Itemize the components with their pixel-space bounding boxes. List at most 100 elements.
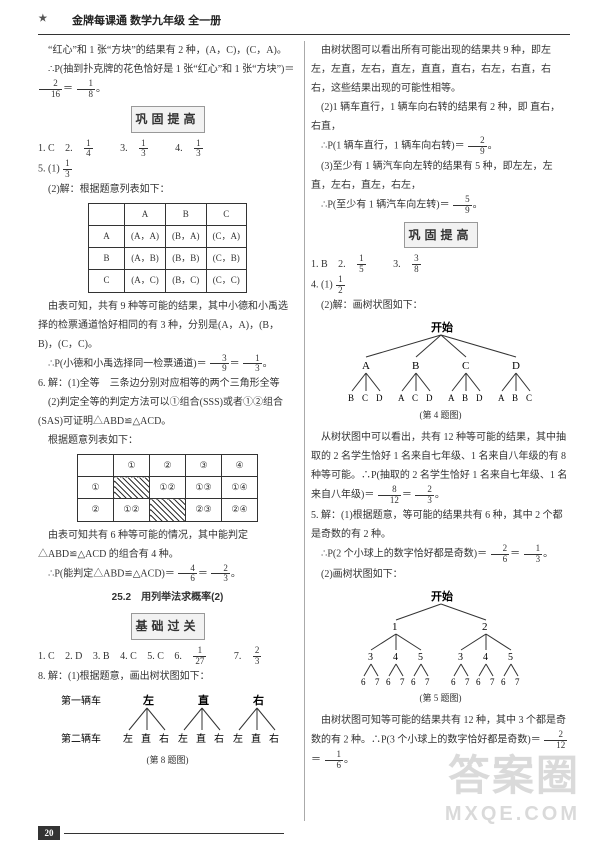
rb2: 2. 15 bbox=[338, 259, 383, 270]
svg-text:A: A bbox=[362, 360, 370, 372]
q6-text1: 由表可知共有 6 种等可能的情况，其中能判定△ABD≌△ACD 的组合有 4 种… bbox=[38, 526, 297, 564]
r2: (3)至少有 1 辆汽车向左转的结果有 5 种，即左左，左直，左右，直左，右左， bbox=[311, 157, 570, 195]
svg-text:3: 3 bbox=[368, 652, 373, 663]
svg-text:6: 6 bbox=[501, 677, 506, 687]
ra3: 3. B bbox=[93, 651, 110, 662]
ra2: 2. D bbox=[65, 651, 82, 662]
ra1: 1. C bbox=[38, 651, 55, 662]
right-answers: 1. B 2. 15 3. 38 bbox=[311, 254, 570, 275]
ra5: 5. C bbox=[147, 651, 164, 662]
tree-cars-svg: 第一辆车 左 直 右 第二辆车 左直右 左直右 左直右 bbox=[53, 690, 283, 750]
rq5-line1: 5. 解：(1)根据题意，等可能的结果共有 6 种，其中 2 个都是奇数的有 2… bbox=[311, 506, 570, 544]
ra7: 7. 23 bbox=[234, 651, 279, 662]
svg-text:D: D bbox=[476, 393, 483, 403]
svg-text:D: D bbox=[376, 393, 383, 403]
left-line1: “红心”和 1 张“方块”的结果有 2 种，(A，C)，(C，A)。 bbox=[38, 41, 297, 60]
table1-wrap: ABC A(A，A)(B，A)(C，A) B(A，B)(B，B)(C，B) C(… bbox=[38, 203, 297, 292]
svg-text:A: A bbox=[448, 393, 455, 403]
ans-4: 4. 13 bbox=[175, 143, 220, 154]
q5-stem: (2)解：根据题意列表如下： bbox=[38, 180, 297, 199]
svg-text:开始: 开始 bbox=[431, 589, 453, 603]
ans-1c: 1. C bbox=[38, 143, 55, 154]
tree-numbers-svg: 开始 12 345 345 6 bbox=[326, 588, 556, 688]
tree-numbers-caption: (第 5 题图) bbox=[311, 690, 570, 707]
tree-abcd-svg: 开始 AB CD BCD ACD ABD ABC bbox=[326, 319, 556, 405]
q6-line1: 6. 解：(1)全等 三条边分别对应相等的两个三角形全等 bbox=[38, 374, 297, 393]
svg-text:C: C bbox=[462, 360, 469, 372]
svg-text:6: 6 bbox=[361, 677, 366, 687]
svg-text:直: 直 bbox=[251, 732, 261, 745]
svg-text:右: 右 bbox=[252, 693, 264, 707]
table-1: ABC A(A，A)(B，A)(C，A) B(A，B)(B，B)(C，B) C(… bbox=[88, 203, 247, 292]
ans-5: 5. (1) 13 bbox=[38, 159, 297, 180]
q8-text: 由树状图可以看出所有可能出现的结果共 9 种，即左左，左直，左右，直左，直直，直… bbox=[311, 41, 570, 98]
page-number-box: 20 bbox=[38, 826, 60, 840]
q8-stem: 8. 解：(1)根据题意，画出树状图如下： bbox=[38, 667, 297, 686]
q6-line2: (2)判定全等的判定方法可以①组合(SSS)或者①②组合(SAS)可证明△ABD… bbox=[38, 393, 297, 431]
ans-2: 2. 14 bbox=[65, 143, 110, 154]
svg-text:直: 直 bbox=[141, 732, 151, 745]
q6-line3: 根据题意列表如下： bbox=[38, 431, 297, 450]
ans-3: 3. 13 bbox=[120, 143, 165, 154]
svg-text:7: 7 bbox=[490, 677, 495, 687]
rb3: 3. 38 bbox=[393, 259, 438, 270]
content-columns: “红心”和 1 张“方块”的结果有 2 种，(A，C)，(C，A)。 ∴P(抽到… bbox=[38, 41, 570, 821]
svg-text:6: 6 bbox=[451, 677, 456, 687]
rb4: 4. (1) 12 bbox=[311, 275, 570, 296]
q5-result: ∴P(小德和小禹选择同一检票通道)＝ 39＝ 13。 bbox=[38, 354, 297, 375]
svg-text:D: D bbox=[512, 360, 520, 372]
rq4-stem: (2)解：画树状图如下： bbox=[311, 296, 570, 315]
svg-text:6: 6 bbox=[386, 677, 391, 687]
svg-text:7: 7 bbox=[465, 677, 470, 687]
svg-text:右: 右 bbox=[269, 732, 279, 745]
svg-text:4: 4 bbox=[483, 652, 488, 663]
svg-text:2: 2 bbox=[482, 621, 488, 633]
svg-text:B: B bbox=[412, 360, 419, 372]
svg-text:D: D bbox=[426, 393, 433, 403]
header-star-icon bbox=[38, 10, 64, 30]
svg-text:3: 3 bbox=[458, 652, 463, 663]
header-title: 金牌每课通 数学九年级 全一册 bbox=[72, 12, 221, 28]
svg-text:7: 7 bbox=[425, 677, 430, 687]
rb1: 1. B bbox=[311, 259, 328, 270]
rq5-res: ∴P(2 个小球上的数字恰好都是奇数)＝ 26＝ 13。 bbox=[311, 544, 570, 565]
svg-text:左: 左 bbox=[123, 732, 133, 745]
svg-text:B: B bbox=[348, 393, 354, 403]
r2-res: ∴P(至少有 1 辆汽车向左转)＝ 59。 bbox=[311, 195, 570, 216]
svg-text:7: 7 bbox=[515, 677, 520, 687]
frac-1-8: 18 bbox=[76, 79, 97, 100]
left-line2: ∴P(抽到扑克牌的花色恰好是 1 张“红心”和 1 张“方块”)＝ 216＝ 1… bbox=[38, 60, 297, 100]
svg-text:7: 7 bbox=[375, 677, 380, 687]
svg-text:B: B bbox=[512, 393, 518, 403]
tree-abcd-caption: (第 4 题图) bbox=[311, 407, 570, 424]
svg-text:A: A bbox=[498, 393, 505, 403]
svg-text:开始: 开始 bbox=[431, 320, 453, 334]
svg-text:左: 左 bbox=[142, 693, 154, 707]
svg-text:4: 4 bbox=[393, 652, 398, 663]
table2-wrap: ①②③④ ①①②①③①④ ②①②②③②④ bbox=[38, 454, 297, 521]
row1-label: 第一辆车 bbox=[61, 694, 101, 707]
svg-text:左: 左 bbox=[178, 732, 188, 745]
section-gonggu-1: 巩固提高 bbox=[131, 106, 205, 133]
svg-text:5: 5 bbox=[508, 652, 513, 663]
svg-text:右: 右 bbox=[159, 732, 169, 745]
r1: (2)1 辆车直行，1 辆车向右转的结果有 2 种，即 直右，右直， bbox=[311, 98, 570, 136]
q6-result: ∴P(能判定△ABD≌△ACD)＝ 46＝ 23。 bbox=[38, 564, 297, 585]
page-number: 20 bbox=[38, 826, 60, 840]
frac-2-16: 216 bbox=[38, 79, 63, 100]
l2-pre: ∴P(抽到扑克牌的花色恰好是 1 张“红心”和 1 张“方块”)＝ bbox=[48, 64, 294, 75]
svg-text:第二辆车: 第二辆车 bbox=[61, 732, 101, 745]
svg-text:直: 直 bbox=[196, 732, 206, 745]
tree-cars: 第一辆车 左 直 右 第二辆车 左直右 左直右 左直右 (第 8 题图) bbox=[38, 690, 297, 769]
page-number-rule bbox=[64, 833, 284, 834]
page: 金牌每课通 数学九年级 全一册 “红心”和 1 张“方块”的结果有 2 种，(A… bbox=[0, 0, 590, 846]
svg-text:6: 6 bbox=[476, 677, 481, 687]
section-jichu: 基础过关 bbox=[131, 613, 205, 640]
tree-numbers: 开始 12 345 345 6 bbox=[311, 588, 570, 707]
q5-text1: 由表可知，共有 9 种等可能的结果，其中小德和小禹选择的检票通道恰好相同的有 3… bbox=[38, 297, 297, 354]
r1-res: ∴P(1 辆车直行，1 辆车向右转)＝ 29。 bbox=[311, 136, 570, 157]
table-2: ①②③④ ①①②①③①④ ②①②②③②④ bbox=[77, 454, 258, 521]
rq5-text2: 由树状图可知等可能的结果共有 12 种，其中 3 个都是奇数的有 2 种。∴P(… bbox=[311, 711, 570, 772]
svg-text:B: B bbox=[462, 393, 468, 403]
svg-text:右: 右 bbox=[214, 732, 224, 745]
